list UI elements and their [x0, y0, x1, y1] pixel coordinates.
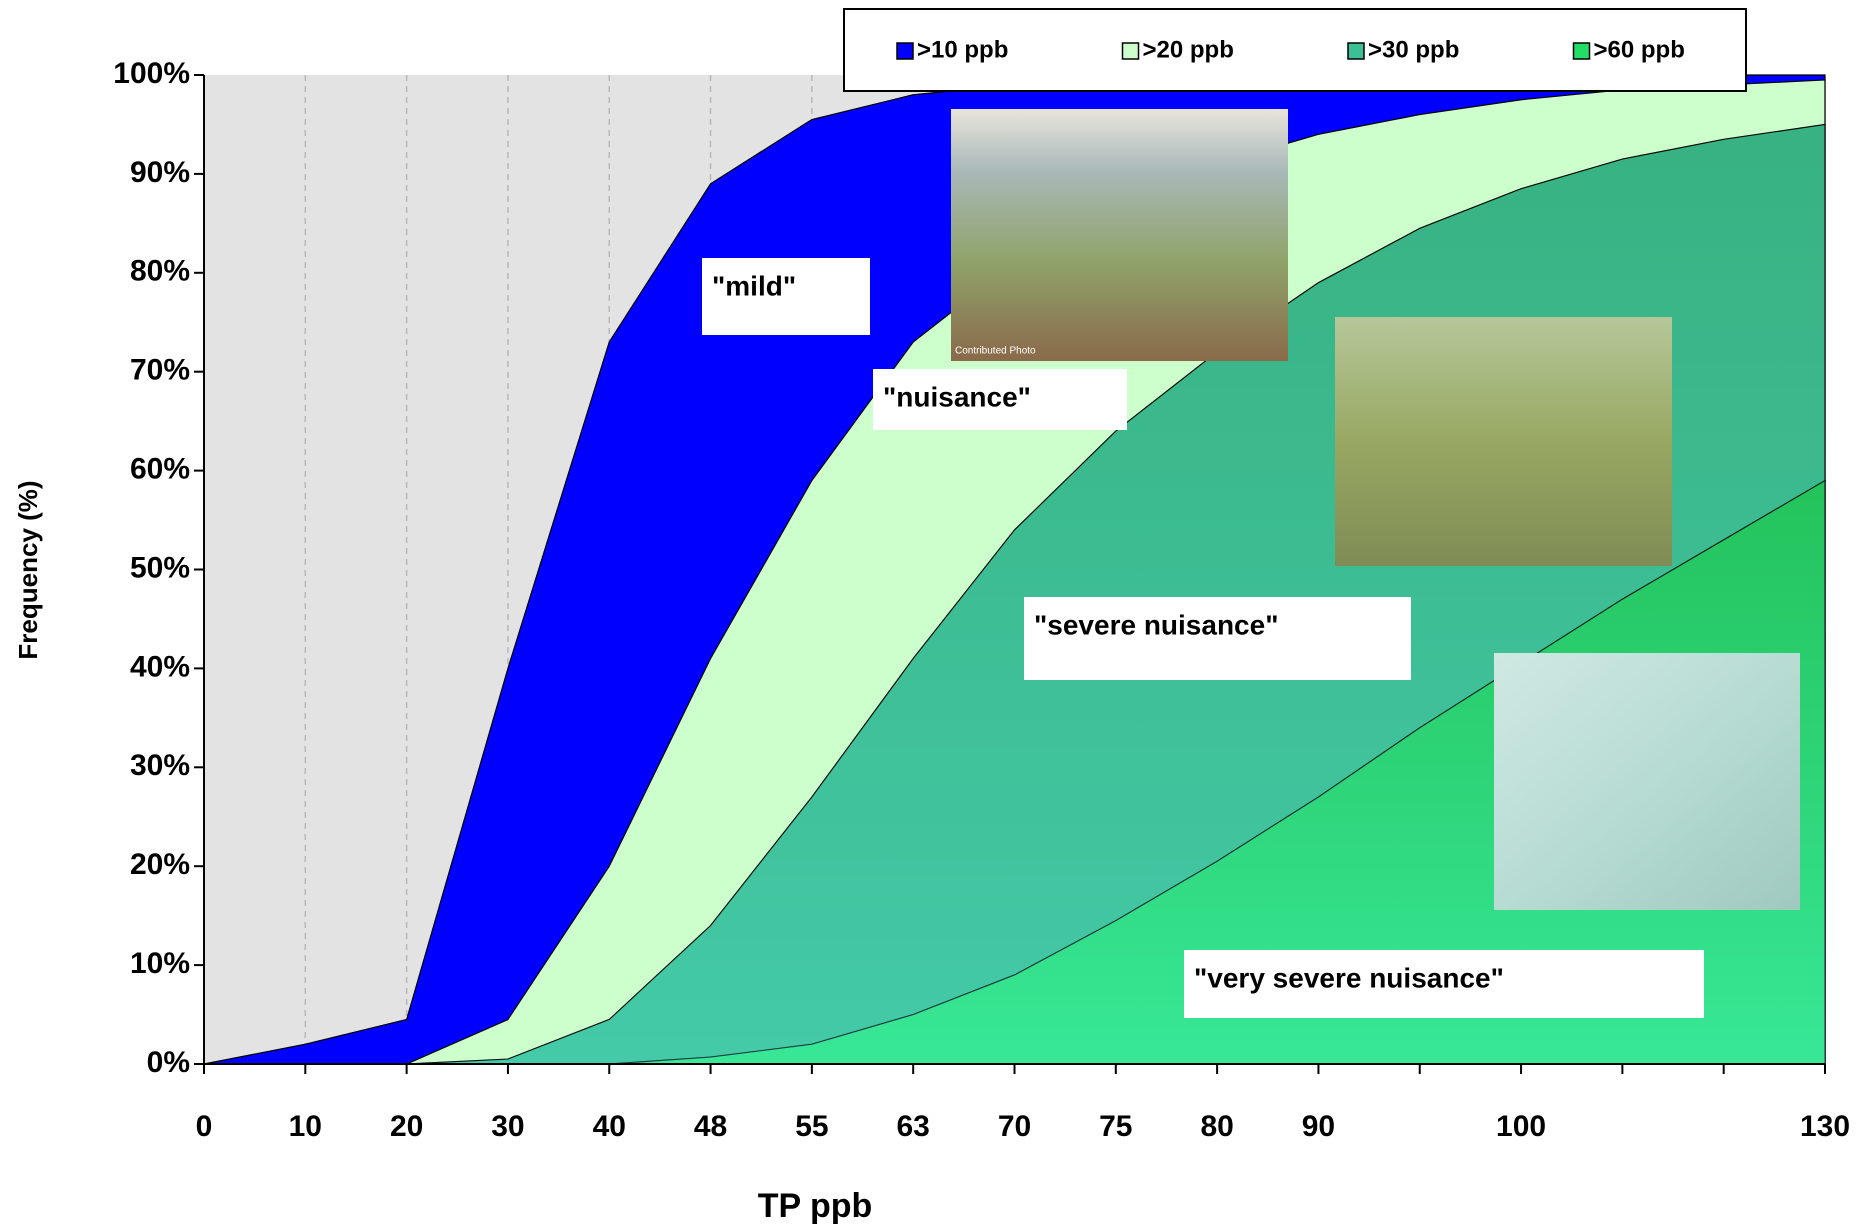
x-tick-label: 55 — [795, 1110, 828, 1143]
y-tick-label: 30% — [130, 749, 190, 782]
y-tick-label: 20% — [130, 848, 190, 881]
y-tick-label: 10% — [130, 947, 190, 980]
annotation-box — [873, 369, 1127, 430]
legend-swatch — [1572, 42, 1591, 60]
x-tick-label: 63 — [897, 1110, 930, 1143]
x-tick-label: 10 — [289, 1110, 322, 1143]
legend-label: >30 ppb — [1368, 36, 1459, 63]
annotation: "mild" — [712, 270, 796, 301]
photo-caption: Contributed Photo — [955, 346, 1036, 357]
x-tick-label: 40 — [593, 1110, 626, 1143]
x-tick-label: 48 — [694, 1110, 727, 1143]
x-tick-label: 75 — [1099, 1110, 1132, 1143]
x-tick-label: 30 — [491, 1110, 524, 1143]
x-tick-label: 130 — [1800, 1110, 1850, 1143]
x-tick-label: 20 — [390, 1110, 423, 1143]
legend-box — [843, 8, 1747, 92]
x-tick-label: 80 — [1200, 1110, 1233, 1143]
x-tick-label: 100 — [1496, 1110, 1546, 1143]
legend-swatch — [896, 42, 914, 60]
annotation-box — [1024, 597, 1411, 680]
x-axis-title: TP ppb — [758, 1187, 873, 1225]
y-tick-label: 50% — [130, 551, 190, 584]
y-tick-label: 80% — [130, 255, 190, 288]
y-tick-label: 60% — [130, 453, 190, 486]
photo — [1494, 653, 1800, 910]
annotation: "nuisance" — [883, 381, 1031, 412]
y-tick-label: 100% — [113, 57, 190, 90]
photo — [1335, 317, 1672, 566]
y-tick-label: 40% — [130, 650, 190, 683]
area-shade — [204, 480, 1825, 1064]
annotation: "very severe nuisance" — [1194, 962, 1504, 993]
legend-swatch — [1121, 42, 1140, 60]
annotation-box — [1184, 950, 1704, 1018]
x-tick-label: 90 — [1302, 1110, 1335, 1143]
legend-label: >20 ppb — [1143, 36, 1234, 63]
x-tick-label: 0 — [196, 1110, 213, 1143]
legend-label: >10 ppb — [917, 36, 1008, 63]
y-axis-title: Frequency (%) — [13, 480, 43, 659]
y-tick-label: 90% — [130, 156, 190, 189]
annotation-box — [702, 258, 870, 335]
annotation: "severe nuisance" — [1034, 609, 1278, 640]
y-tick-label: 0% — [147, 1046, 190, 1079]
x-tick-label: 70 — [998, 1110, 1031, 1143]
legend-swatch — [1347, 42, 1365, 60]
y-tick-label: 70% — [130, 354, 190, 387]
photo — [951, 109, 1288, 361]
legend-label: >60 ppb — [1594, 36, 1685, 63]
